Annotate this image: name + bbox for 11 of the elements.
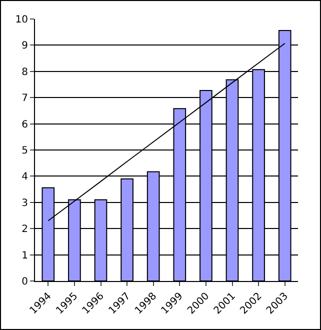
y-tick-label: 4	[22, 172, 28, 183]
y-tick-label: 7	[22, 93, 28, 104]
y-tick-label: 3	[22, 198, 28, 209]
y-tick-label: 2	[22, 224, 28, 236]
y-tick-label: 5	[22, 146, 28, 156]
y-tick-label: 6	[22, 119, 28, 130]
y-tick-label: 1	[22, 250, 28, 262]
y-tick-label: 8	[22, 66, 28, 78]
y-tick-label: 0	[22, 276, 28, 288]
y-tick-label: 9	[22, 40, 28, 52]
y-tick-label: 10	[15, 14, 28, 26]
